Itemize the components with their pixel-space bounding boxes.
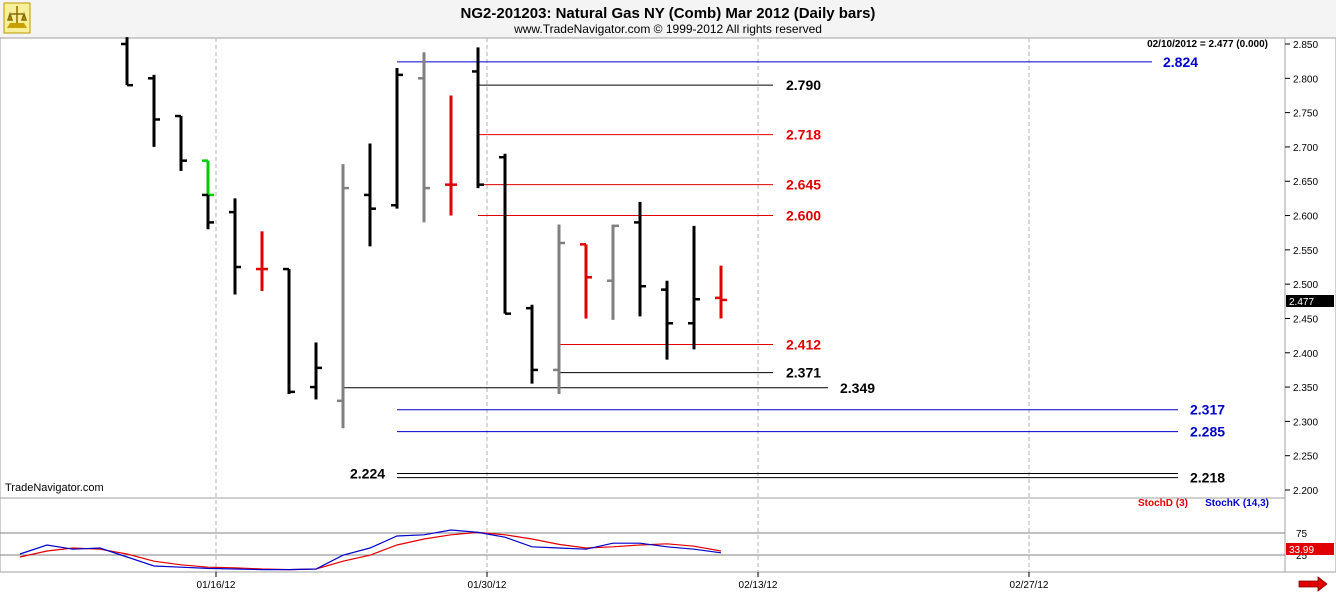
y-tick-label: 2.800: [1293, 74, 1318, 85]
stoch-y-label: 75: [1296, 529, 1308, 540]
y-tick-label: 2.600: [1293, 212, 1318, 223]
level-label: 2.645: [786, 177, 821, 193]
level-label: 2.790: [786, 77, 821, 93]
y-tick-label: 2.250: [1293, 452, 1318, 463]
ohlc-bar: [391, 68, 403, 209]
level-label: 2.718: [786, 127, 821, 143]
chart-title: NG2-201203: Natural Gas NY (Comb) Mar 20…: [461, 5, 876, 22]
ohlc-bar: [715, 265, 727, 319]
level-label: 2.600: [786, 208, 821, 224]
stoch-last-value: 33.99: [1289, 545, 1314, 556]
ohlc-bar: [553, 224, 565, 394]
ohlc-bar: [229, 198, 241, 295]
ohlc-bar: [472, 47, 484, 189]
stochastic-panel: 75 25: [0, 529, 1308, 571]
y-tick-label: 2.700: [1293, 143, 1318, 154]
date-axis: 01/16/12 01/30/12 02/13/12 02/27/12: [197, 572, 1049, 591]
x-tick-label: 01/30/12: [468, 580, 507, 591]
y-tick-label: 2.500: [1293, 280, 1318, 291]
y-tick-label: 2.200: [1293, 486, 1318, 497]
last-price-marker: 2.477: [1286, 295, 1334, 308]
support-resistance-levels: 2.824 2.790 2.718 2.645 2.600 2.412 2.371 2.349…: [343, 54, 1225, 486]
ohlc-bar: [202, 193, 214, 230]
ohlc-bar: [580, 243, 592, 319]
watermark-text: TradeNavigator.com: [5, 482, 104, 494]
level-label: 2.412: [786, 337, 821, 353]
right-arrow-icon[interactable]: [1298, 576, 1328, 592]
y-tick-label: 2.450: [1293, 314, 1318, 325]
y-tick-label: 2.850: [1293, 40, 1318, 51]
price-readout: 02/10/2012 = 2.477 (0.000): [1147, 39, 1268, 50]
ohlc-bar: [175, 114, 187, 171]
y-tick-label: 2.550: [1293, 246, 1318, 257]
stochD-legend: StochD (3): [1138, 498, 1188, 509]
ohlc-bar: [310, 342, 322, 400]
copyright-text: www.TradeNavigator.com © 1999-2012 All r…: [513, 22, 822, 36]
y-tick-label: 2.300: [1293, 417, 1318, 428]
stoch-last-marker: 33.99: [1286, 543, 1334, 556]
ohlc-bar: [418, 52, 430, 223]
x-tick-label: 01/16/12: [197, 580, 236, 591]
ohlc-bar: [364, 143, 376, 247]
x-tick-label: 02/13/12: [739, 580, 778, 591]
level-label: 2.317: [1190, 402, 1225, 418]
tradenavigator-logo-icon[interactable]: [3, 2, 31, 34]
price-axis: 2.850 2.800 2.750 2.700 2.650 2.600 2.550 2.500…: [1285, 40, 1318, 497]
stochD-line: [19, 531, 722, 571]
ohlc-bar: [661, 280, 673, 360]
ohlc-bar: [526, 304, 538, 384]
level-label: 2.285: [1190, 424, 1225, 440]
ohlc-bar: [283, 267, 295, 394]
ohlc-bar: [256, 231, 268, 292]
y-tick-label: 2.400: [1293, 349, 1318, 360]
stochK-line: [19, 529, 722, 571]
ohlc-bar: [121, 37, 133, 87]
ohlc-bars: [121, 37, 727, 429]
level-label: 2.371: [786, 365, 821, 381]
x-tick-label: 02/27/12: [1010, 580, 1049, 591]
vertical-gridlines: [215, 38, 1030, 572]
ohlc-bar: [148, 74, 160, 147]
level-label: 2.218: [1190, 470, 1225, 486]
y-tick-label: 2.750: [1293, 109, 1318, 120]
level-label: 2.349: [840, 380, 875, 396]
level-label: 2.224: [350, 466, 385, 482]
level-label: 2.824: [1163, 54, 1198, 70]
y-tick-label: 2.650: [1293, 177, 1318, 188]
ohlc-bar: [634, 201, 646, 317]
ohlc-bar: [445, 95, 457, 216]
title-bar: [0, 0, 1336, 38]
stoch-y-label: 25: [1296, 551, 1308, 562]
ohlc-bar: [688, 225, 700, 350]
last-price-label: 2.477: [1289, 297, 1314, 308]
ohlc-bar: [499, 153, 511, 315]
ohlc-bar: [607, 224, 619, 320]
stochK-legend: StochK (14,3): [1205, 498, 1269, 509]
ohlc-bar: [337, 164, 349, 429]
y-tick-label: 2.350: [1293, 383, 1318, 394]
